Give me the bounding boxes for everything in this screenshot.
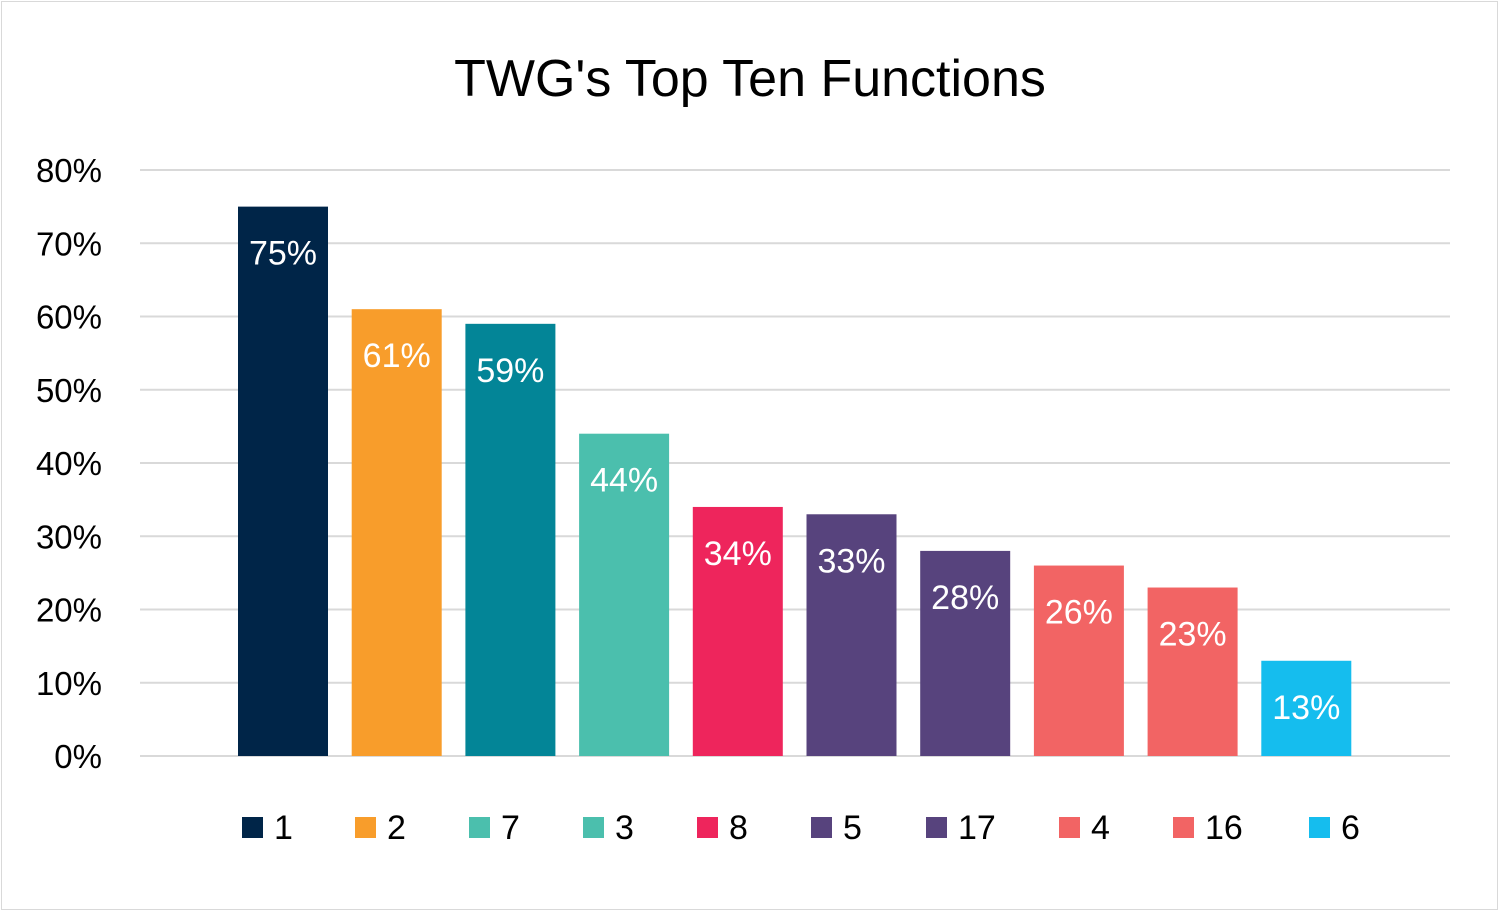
data-label: 75% <box>249 235 317 273</box>
legend-label: 3 <box>615 809 634 847</box>
legend-label: 4 <box>1091 809 1110 847</box>
legend-swatch <box>1059 817 1080 838</box>
legend-label: 7 <box>501 809 520 847</box>
data-label: 13% <box>1272 689 1340 727</box>
legend-label: 5 <box>843 809 862 847</box>
legend-label: 1 <box>274 809 293 847</box>
legend-label: 8 <box>729 809 748 847</box>
data-label: 61% <box>363 337 431 375</box>
bar-1 <box>238 206 328 756</box>
data-label: 59% <box>476 352 544 390</box>
bar-3 <box>579 433 670 756</box>
y-tick-label: 50% <box>36 372 102 409</box>
legend-swatch <box>355 817 376 838</box>
legend-swatch <box>811 817 832 838</box>
y-tick-label: 30% <box>36 518 102 555</box>
legend-label: 17 <box>958 809 996 847</box>
chart-title: TWG's Top Ten Functions <box>454 50 1046 108</box>
data-label: 28% <box>931 579 999 617</box>
y-tick-label: 10% <box>36 665 102 702</box>
bar-5 <box>806 514 897 756</box>
y-tick-label: 70% <box>36 225 102 262</box>
y-tick-label: 80% <box>36 152 102 189</box>
bar-6 <box>1261 660 1352 756</box>
legend-label: 6 <box>1341 809 1360 847</box>
legend-swatch <box>242 817 263 838</box>
legend-label: 16 <box>1205 809 1243 847</box>
data-label: 34% <box>704 535 772 573</box>
bar-8 <box>692 506 783 756</box>
y-tick-label: 0% <box>54 738 102 775</box>
legend-swatch <box>1309 817 1330 838</box>
y-tick-label: 40% <box>36 445 102 482</box>
data-label: 33% <box>817 542 885 580</box>
legend-swatch <box>469 817 490 838</box>
data-label: 23% <box>1159 616 1227 654</box>
y-tick-label: 20% <box>36 592 102 629</box>
legend-swatch <box>926 817 947 838</box>
data-label: 44% <box>590 462 658 500</box>
data-label: 26% <box>1045 594 1113 632</box>
legend-swatch <box>1173 817 1194 838</box>
bar-17 <box>920 550 1011 756</box>
bar-7 <box>465 323 556 756</box>
bar-4 <box>1033 565 1124 756</box>
legend-swatch <box>697 817 718 838</box>
y-tick-label: 60% <box>36 299 102 336</box>
bar-16 <box>1147 587 1238 756</box>
legend-swatch <box>583 817 604 838</box>
legend-label: 2 <box>387 809 406 847</box>
bar-2 <box>351 309 442 756</box>
